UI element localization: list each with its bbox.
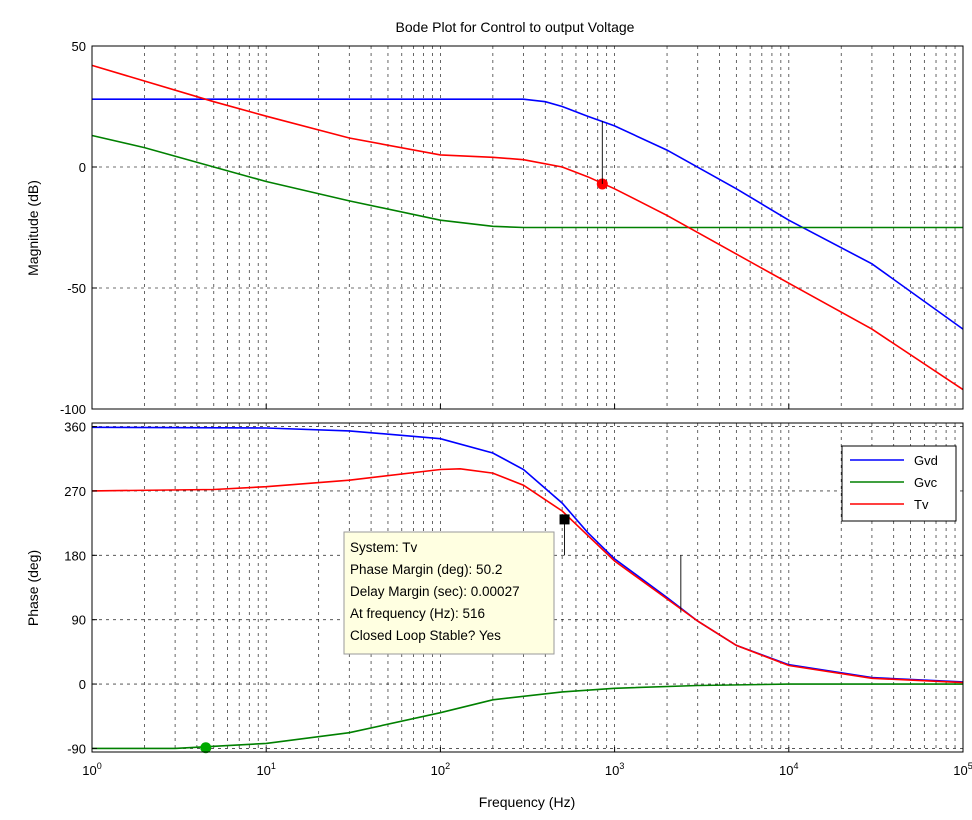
phase-margin-datatip[interactable]: System: Tv Phase Margin (deg): 50.2 Dela… [343, 531, 555, 655]
magnitude-ytick-label: 50 [72, 39, 86, 54]
magnitude-series-gvd [92, 98, 964, 330]
datatip-line-phase-margin: Phase Margin (deg): 50.2 [350, 562, 502, 577]
phase-ylabel: Phase (deg) [25, 550, 41, 626]
phase-ytick-label: -90 [67, 741, 86, 756]
xtick-label: 101 [256, 761, 275, 778]
legend-label-gvc: Gvc [914, 475, 938, 490]
legend-box [841, 445, 957, 522]
phase-ytick-label: 0 [79, 677, 86, 692]
magnitude-ytick-label: 0 [79, 160, 86, 175]
legend-label-tv: Tv [914, 497, 929, 512]
magnitude-series-tv [91, 64, 964, 391]
phase-marker-gvc [200, 742, 212, 754]
phase-ytick-label: 90 [72, 613, 86, 628]
magnitude-series-gvc [91, 134, 963, 229]
phase-series-gvc [92, 683, 963, 750]
xtick-label: 105 [953, 761, 972, 778]
magnitude-ytick-label: -50 [67, 281, 86, 296]
phase-frame [91, 422, 964, 753]
datatip-line-system: System: Tv [350, 540, 418, 555]
legend-label-gvd: Gvd [914, 453, 938, 468]
xtick-label: 103 [605, 761, 624, 778]
magnitude-axes: 50 0 -50 -100 Magnitude (dB) [25, 39, 964, 417]
magnitude-ytick-label: -100 [60, 402, 86, 417]
xtick-label: 100 [82, 761, 101, 778]
magnitude-frame [91, 45, 964, 410]
phase-ytick-label: 360 [64, 420, 86, 435]
magnitude-series-group [91, 64, 964, 391]
xtick-label: 102 [431, 761, 450, 778]
legend: Gvd Gvc Tv [841, 445, 957, 522]
datatip-box [343, 531, 555, 655]
datatip-line-stability: Closed Loop Stable? Yes [350, 628, 501, 643]
phase-series-tv [91, 467, 964, 684]
magnitude-grid [92, 46, 963, 409]
phase-y-ticks: 360 270 180 90 0 -90 [64, 420, 97, 756]
phase-ytick-label: 270 [64, 484, 86, 499]
phase-ytick-label: 180 [64, 548, 86, 563]
phase-series-group [91, 426, 964, 754]
x-ticks: 100 101 102 103 104 105 [82, 404, 972, 778]
chart-title: Bode Plot for Control to output Voltage [396, 19, 635, 35]
xtick-label: 104 [779, 761, 798, 778]
datatip-line-delay-margin: Delay Margin (sec): 0.00027 [350, 584, 520, 599]
x-axis-label: Frequency (Hz) [479, 794, 575, 810]
datatip-line-frequency: At frequency (Hz): 516 [350, 606, 485, 621]
magnitude-y-ticks: 50 0 -50 -100 [60, 39, 97, 417]
phase-marker-tv [559, 514, 570, 525]
magnitude-ylabel: Magnitude (dB) [25, 180, 41, 276]
legend-items: Gvd Gvc Tv [850, 453, 938, 512]
